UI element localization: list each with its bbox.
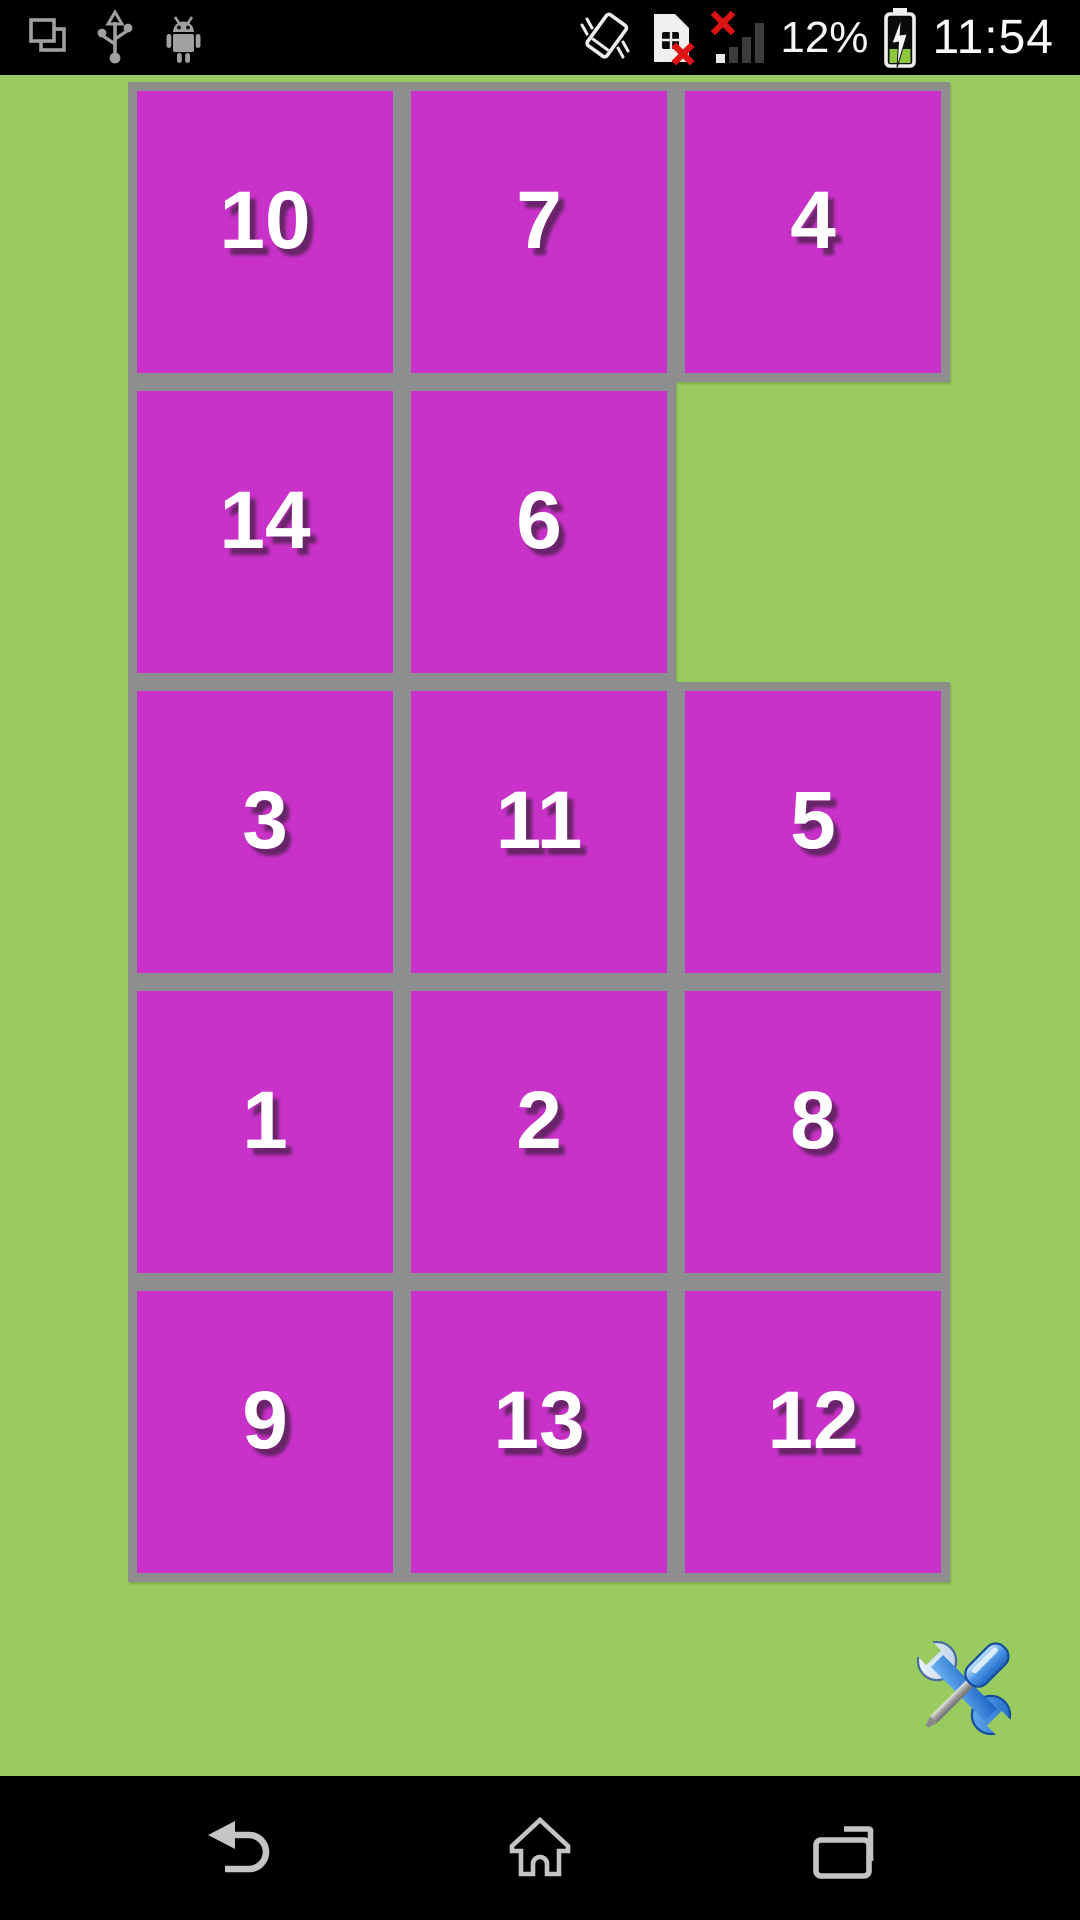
tile-number: 13: [493, 1375, 585, 1466]
status-bar: 12% 11:54: [0, 0, 1080, 75]
vibrate-icon: [580, 12, 630, 59]
screenshots-icon: [29, 17, 66, 52]
tile-number: 11: [495, 775, 583, 866]
tile-number: 14: [219, 475, 311, 566]
puzzle-tile-2[interactable]: 2: [402, 982, 676, 1282]
navigation-bar: [0, 1776, 1080, 1920]
sim-missing-icon: [654, 13, 695, 66]
puzzle-tile-8[interactable]: 8: [676, 982, 950, 1282]
clock: 11:54: [932, 11, 1054, 64]
back-icon: [208, 1821, 270, 1873]
tile-number: 3: [242, 775, 288, 866]
tile-number: 5: [790, 775, 836, 866]
puzzle-tile-12[interactable]: 12: [676, 1282, 950, 1582]
battery-charging-icon: [884, 7, 917, 68]
back-button[interactable]: [204, 1814, 272, 1882]
battery-percent: 12%: [780, 13, 869, 62]
puzzle-tile-11[interactable]: 11: [402, 682, 676, 982]
puzzle-tile-5[interactable]: 5: [676, 682, 950, 982]
home-icon: [509, 1816, 571, 1877]
no-signal-icon: [711, 10, 765, 63]
tile-number: 9: [242, 1375, 288, 1466]
recents-button[interactable]: [808, 1814, 876, 1882]
tile-number: 7: [516, 175, 562, 266]
settings-button[interactable]: [903, 1626, 1025, 1750]
wrench-screwdriver-icon: [913, 1637, 1015, 1739]
tile-number: 4: [790, 175, 836, 266]
puzzle-grid: 10 7 4 14 6 3 11 5 1 2 8 9 13 12: [128, 82, 950, 1582]
android-icon: [166, 15, 201, 63]
home-button[interactable]: [506, 1814, 574, 1882]
recents-icon: [813, 1826, 874, 1879]
puzzle-tile-14[interactable]: 14: [128, 382, 402, 682]
tile-number: 1: [242, 1075, 288, 1166]
status-bar-right-icons: 12% 11:54: [575, 0, 1054, 75]
puzzle-tile-7[interactable]: 7: [402, 82, 676, 382]
usb-icon: [97, 9, 133, 63]
tile-number: 8: [790, 1075, 836, 1166]
tile-number: 10: [219, 175, 311, 266]
tile-number: 12: [767, 1375, 859, 1466]
tile-number: 6: [516, 475, 562, 566]
puzzle-tile-3[interactable]: 3: [128, 682, 402, 982]
tile-number: 2: [516, 1075, 562, 1166]
puzzle-tile-4[interactable]: 4: [676, 82, 950, 382]
puzzle-tile-1[interactable]: 1: [128, 982, 402, 1282]
puzzle-tile-10[interactable]: 10: [128, 82, 402, 382]
puzzle-tile-13[interactable]: 13: [402, 1282, 676, 1582]
puzzle-tile-9[interactable]: 9: [128, 1282, 402, 1582]
puzzle-tile-6[interactable]: 6: [402, 382, 676, 682]
status-bar-left-icons: [24, 9, 208, 66]
